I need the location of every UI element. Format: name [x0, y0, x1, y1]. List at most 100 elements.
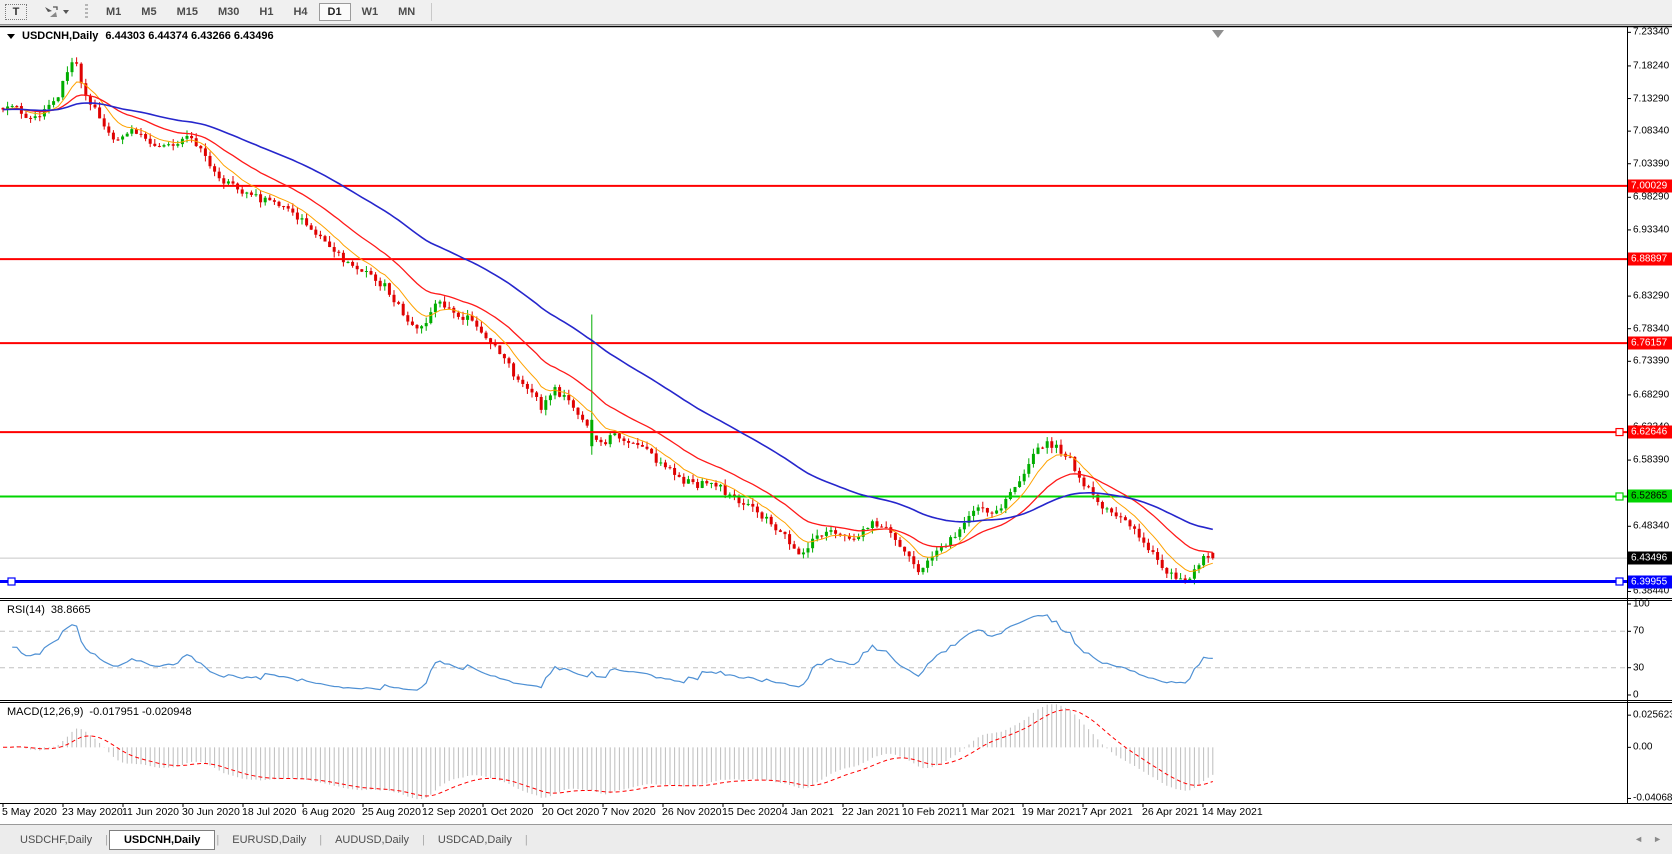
candle-body [157, 145, 161, 147]
candle-body [111, 132, 115, 140]
candle-body [539, 396, 543, 410]
candle-body [999, 508, 1003, 511]
candle-body [645, 446, 649, 449]
candle-body [903, 546, 907, 552]
candle-body [355, 265, 359, 270]
arrow-objects-button[interactable] [37, 3, 75, 22]
timeframe-button-W1[interactable]: W1 [353, 3, 388, 21]
candle-body [792, 544, 796, 549]
candle-body [406, 315, 410, 322]
timeframe-button-D1[interactable]: D1 [318, 3, 351, 21]
timeframe-button-H1[interactable]: H1 [250, 3, 282, 21]
candle-body [1211, 552, 1215, 559]
candle-body [581, 414, 585, 420]
candle-body [801, 552, 805, 555]
candle-body [254, 194, 258, 196]
tab-scroll-left-icon[interactable]: ◄ [1634, 834, 1644, 844]
candle-body [277, 201, 281, 207]
chart-tab-AUDUSD[interactable]: AUDUSD,Daily [335, 833, 410, 846]
candle-body [953, 536, 957, 538]
timeframe-button-H4[interactable]: H4 [284, 3, 316, 21]
candle-body [1119, 516, 1123, 518]
timeframe-button-M1[interactable]: M1 [97, 3, 130, 21]
candle-body [1036, 447, 1040, 454]
candle-body [240, 189, 244, 194]
hline-handle[interactable] [7, 577, 16, 586]
candle-body [364, 271, 368, 273]
candle-body [640, 445, 644, 447]
candle-body [208, 155, 212, 167]
candle-body [447, 307, 451, 309]
candle-body [553, 387, 557, 396]
tab-separator: | [422, 833, 425, 846]
chart-tab-EURUSD[interactable]: EURUSD,Daily [232, 833, 307, 846]
candle-body [1174, 572, 1178, 579]
candle-body [378, 280, 382, 287]
candle-body [1087, 486, 1091, 488]
candle-body [861, 529, 865, 537]
candle-body [479, 326, 483, 333]
candle-body [544, 400, 548, 410]
timeframe-button-MN[interactable]: MN [389, 3, 424, 21]
candle-body [484, 332, 488, 339]
candle-body [516, 376, 520, 380]
candle-body [1128, 520, 1132, 527]
candle-body [1192, 569, 1196, 579]
candle-body [360, 269, 364, 272]
candle-body [1146, 542, 1150, 551]
candle-body [75, 62, 79, 64]
candle-body [144, 134, 148, 139]
candle-body [700, 481, 704, 488]
candle-body [392, 294, 396, 303]
ma-line-21 [2, 94, 1213, 554]
candle-body [121, 136, 125, 140]
candle-body [921, 567, 925, 573]
candle-body [755, 506, 759, 513]
candle-body [613, 433, 617, 436]
candle-body [29, 117, 33, 119]
candle-body [1156, 552, 1160, 560]
hline-handle[interactable] [1615, 577, 1624, 586]
candle-body [79, 63, 83, 84]
candle-body [199, 146, 203, 149]
arrows-tool-icon [45, 6, 58, 17]
timeframe-button-M15[interactable]: M15 [168, 3, 207, 21]
tab-separator: | [524, 833, 528, 846]
candle-body [1137, 528, 1141, 538]
candle-body [249, 192, 253, 195]
toolbar: T M1 M5 M15 M30 H1 H4 D1 W1 MN [0, 0, 1672, 25]
timeframe-button-M5[interactable]: M5 [132, 3, 165, 21]
candle-body [1197, 565, 1201, 570]
timeframe-button-M30[interactable]: M30 [209, 3, 248, 21]
candle-body [309, 225, 313, 230]
candle-body [880, 526, 884, 528]
tab-scroll-right-icon[interactable]: ► [1653, 834, 1662, 844]
chart-tab-USDCAD[interactable]: USDCAD,Daily [437, 833, 512, 846]
ma-line-8 [2, 81, 1213, 573]
candle-body [1100, 502, 1104, 509]
candle-body [663, 462, 667, 468]
timeframe-toolbar: M1 M5 M15 M30 H1 H4 D1 W1 MN [96, 3, 425, 21]
candle-body [778, 530, 782, 532]
candle-body [737, 497, 741, 504]
hline-handle[interactable] [1615, 492, 1624, 501]
chart-tab-USDCHF[interactable]: USDCHF,Daily [20, 833, 93, 846]
candle-body [1114, 512, 1118, 517]
candle-body [806, 548, 810, 553]
candle-body [1160, 559, 1164, 568]
candle-body [102, 118, 106, 127]
candle-body [300, 218, 304, 220]
text-tool-button[interactable]: T [5, 4, 27, 20]
candle-body [1179, 578, 1183, 580]
hline-handle[interactable] [1615, 427, 1624, 437]
chart-tab-USDCNH[interactable]: USDCNH,Daily [108, 829, 216, 850]
candle-body [691, 479, 695, 483]
candle-body [1004, 499, 1008, 509]
candle-body [907, 551, 911, 557]
candle-body [985, 507, 989, 513]
candle-body [88, 96, 92, 105]
candle-body [686, 479, 690, 484]
candle-body [981, 507, 985, 509]
candle-body [1110, 508, 1114, 513]
candle-body [1082, 477, 1086, 487]
